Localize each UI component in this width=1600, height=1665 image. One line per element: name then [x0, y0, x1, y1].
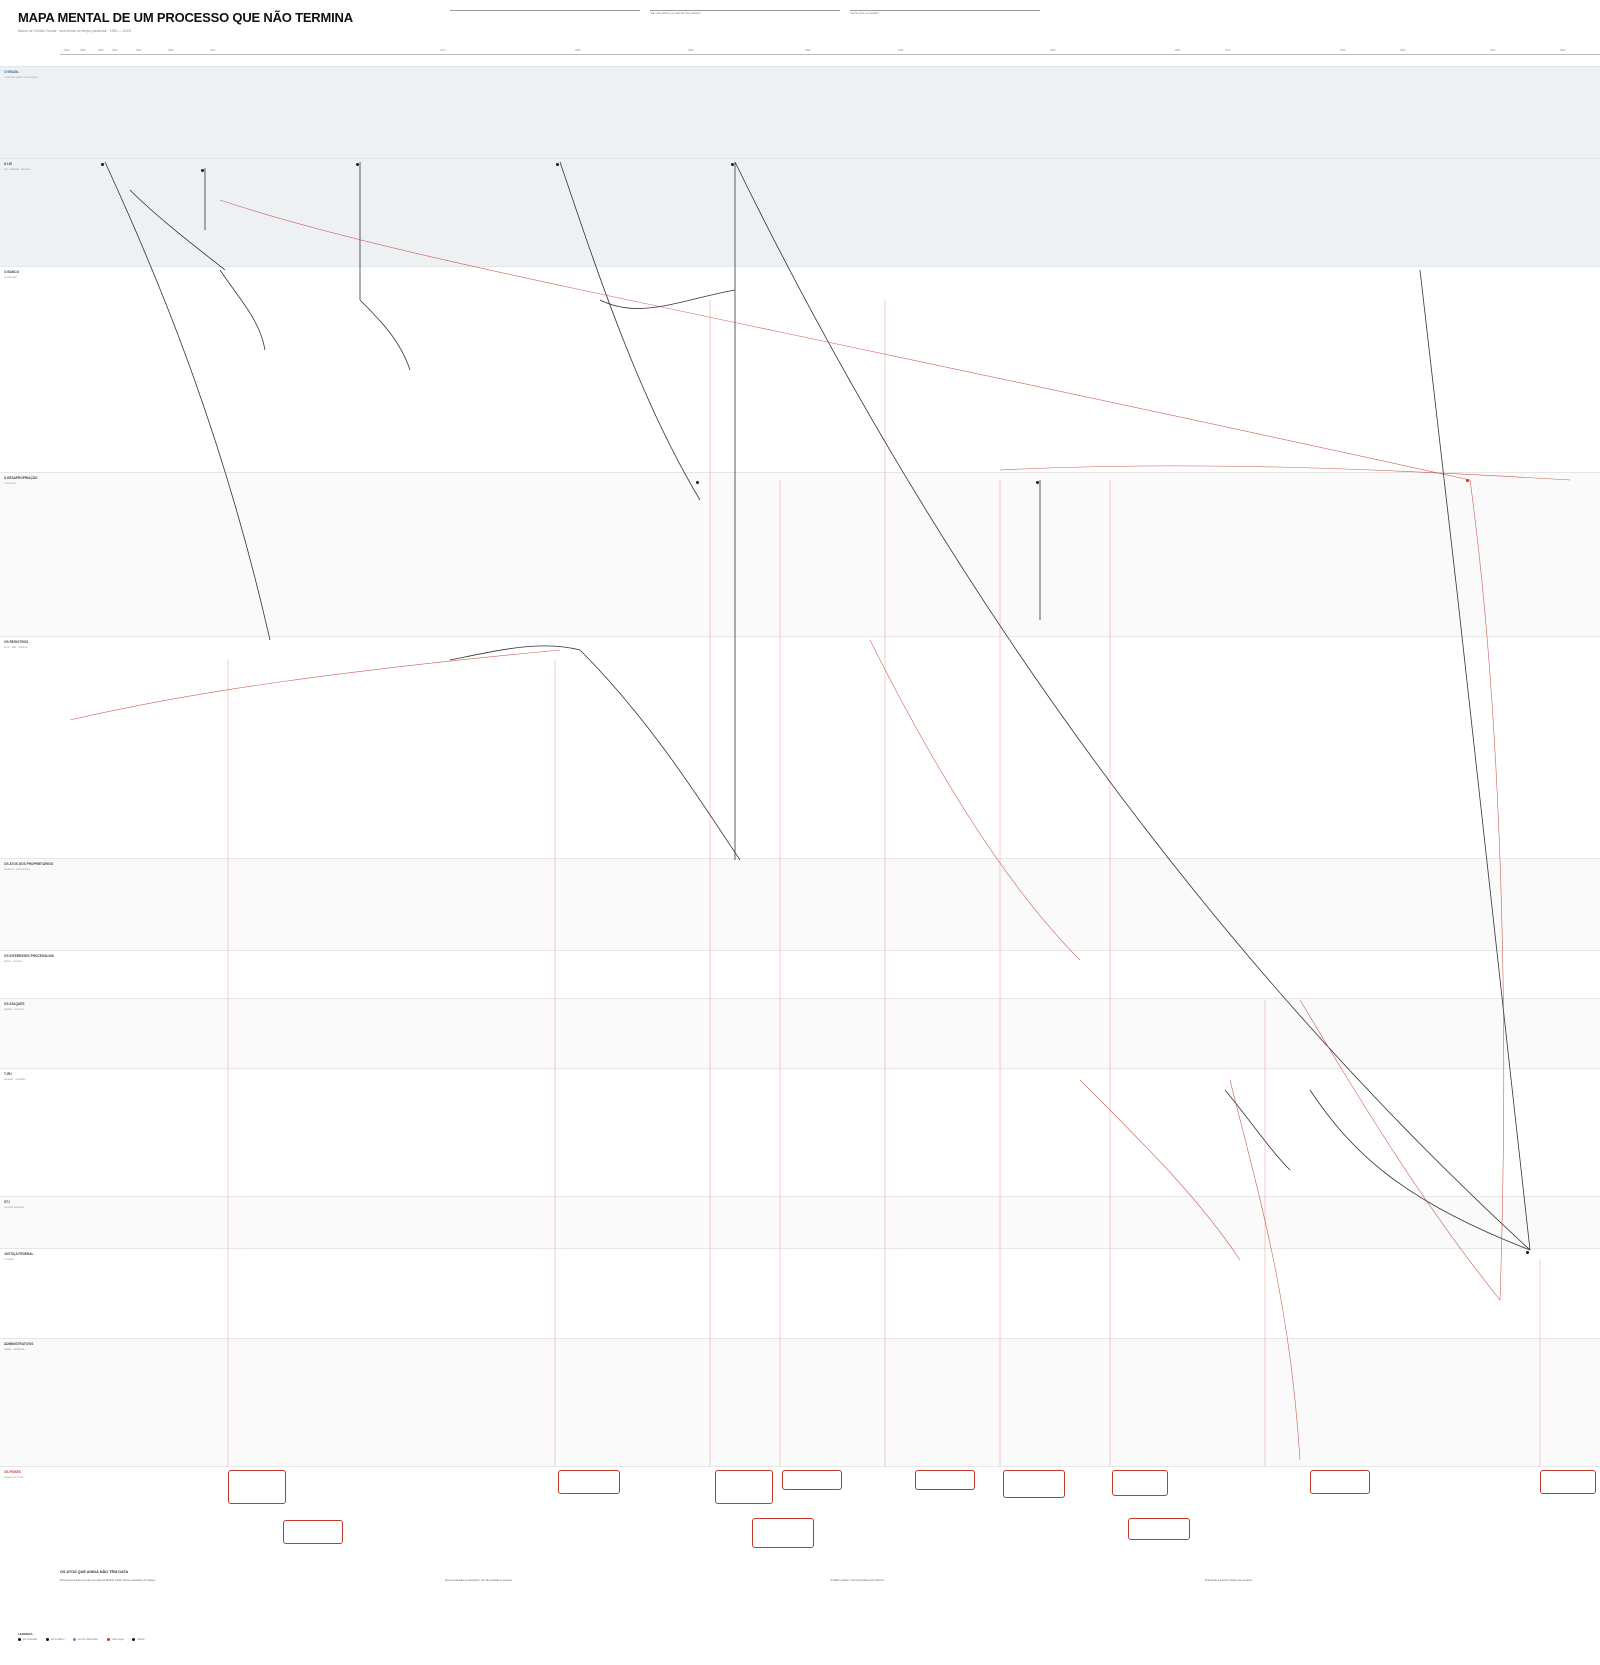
feixe-box	[1540, 1470, 1596, 1494]
band-label: OS INTERESSES PROCESSUAIS partes · tercei…	[4, 954, 54, 963]
tick-label: 1968	[168, 49, 174, 52]
band-label: STJ recursos especiais	[4, 1200, 24, 1209]
page-title: MAPA MENTAL DE UM PROCESSO QUE NÃO TERMI…	[18, 10, 353, 25]
band-lei: A LEI leis · portarias · decretos	[0, 158, 1600, 266]
feixe-box	[1310, 1470, 1370, 1494]
undated-acts-section: OS ATOS QUE AINDA NÃO TÊM DATA Documento…	[60, 1570, 1600, 1640]
tick-label: 1994	[898, 49, 904, 52]
legend-item: citação	[132, 1638, 145, 1641]
band-label: OS ATAQUES pedidos · recursos	[4, 1002, 25, 1011]
tick-label: 1958	[80, 49, 86, 52]
feixe-box	[558, 1470, 620, 1494]
band-label: O BRASIL o contexto político e econômico	[4, 70, 38, 79]
band-label: O BANCO a instituição	[4, 270, 20, 279]
legend-item: ato do Banco	[45, 1638, 64, 1641]
tick-label: 1985	[688, 49, 694, 52]
feixe-box	[752, 1518, 814, 1548]
band-ataques: OS ATAQUES pedidos · recursos	[0, 998, 1600, 1068]
feixe-box	[1128, 1518, 1190, 1540]
tick-label: 1950	[64, 49, 70, 52]
tick-label: 2010	[1225, 49, 1231, 52]
tick-label: 1973	[210, 49, 216, 52]
band-tjrj: TJRJ decisões · acórdãos	[0, 1068, 1600, 1196]
band-stj: STJ recursos especiais	[0, 1196, 1600, 1248]
tick-label: 1999	[1050, 49, 1056, 52]
timeline-axis: 1950 1958 1960 1962 1964 1968 1973 1976 …	[60, 49, 1600, 56]
tick-label: 1990	[805, 49, 811, 52]
band-label: JUSTIÇA FEDERAL 2ª região	[4, 1252, 34, 1261]
footer-column: Documentos citados nos autos sem data id…	[60, 1580, 156, 1582]
legend-item: marco legal	[106, 1638, 124, 1641]
band-label: OS REGISTROS livros · atas · cartórios	[4, 640, 29, 649]
band-justica-federal: JUSTIÇA FEDERAL 2ª região	[0, 1248, 1600, 1338]
footer-column: Certidões pedidas e não respondidas pelo…	[830, 1580, 885, 1582]
tick-label: 1960	[98, 49, 104, 52]
legend-item: ato dos particulares	[73, 1638, 98, 1641]
feixe-box	[915, 1470, 975, 1490]
tick-label: 2018	[1400, 49, 1406, 52]
tick-label: 2003	[1175, 49, 1181, 52]
feixe-box	[1112, 1470, 1168, 1496]
footer-column: Referências a acordos verbais entre as p…	[1205, 1580, 1253, 1582]
band-proprietarios: OS ATOS DOS PROPRIETÁRIOS herdeiros · pro…	[0, 858, 1600, 950]
page-subtitle: Banco de Crédito Gerais · seis linhas do…	[18, 29, 131, 33]
legend-item: ato do Estado	[18, 1638, 37, 1641]
feixe-box	[283, 1520, 343, 1544]
band-label: OS FEIXES sínteses por tema	[4, 1470, 24, 1479]
legend-items: ato do Estado ato do Banco ato dos parti…	[18, 1638, 1598, 1641]
header-note: "Há muito atribui, por mais de cinco séc…	[650, 10, 840, 16]
band-banco: O BANCO a instituição	[0, 266, 1600, 472]
legend-title: LEGENDA	[18, 1632, 33, 1636]
tick-label: 1976	[440, 49, 446, 52]
band-interesses: OS INTERESSES PROCESSUAIS partes · tercei…	[0, 950, 1600, 998]
band-label: ADMINISTRATIVOS órgãos · autarquias	[4, 1342, 34, 1351]
feixe-box	[228, 1470, 286, 1504]
feixe-box	[1003, 1470, 1065, 1498]
tick-label: 1980	[575, 49, 581, 52]
band-brasil: O BRASIL o contexto político e econômico	[0, 66, 1600, 158]
tick-label: 2014	[1340, 49, 1346, 52]
tick-label: 1964	[136, 49, 142, 52]
header-notes: "Há muito atribui, por mais de cinco séc…	[450, 10, 1600, 30]
footer-column: Atas mencionadas em despachos, mas não j…	[445, 1580, 513, 1582]
tick-label: 2026	[1560, 49, 1566, 52]
band-label: A DESAPROPRIAÇÃO o processo	[4, 476, 38, 485]
legend: LEGENDA ato do Estado ato do Banco ato d…	[18, 1632, 1598, 1662]
feixe-box	[782, 1470, 842, 1490]
header-note: "Tenha vinte e a metade"	[850, 10, 1040, 16]
section-title: OS ATOS QUE AINDA NÃO TÊM DATA	[60, 1570, 129, 1574]
tick-label: 1962	[112, 49, 118, 52]
band-label: OS ATOS DOS PROPRIETÁRIOS herdeiros · pro…	[4, 862, 53, 871]
band-label: TJRJ decisões · acórdãos	[4, 1072, 26, 1081]
band-registros: OS REGISTROS livros · atas · cartórios	[0, 636, 1600, 858]
feixe-box	[715, 1470, 773, 1504]
band-label: A LEI leis · portarias · decretos	[4, 162, 31, 171]
tick-label: 2022	[1490, 49, 1496, 52]
band-administrativos: ADMINISTRATIVOS órgãos · autarquias	[0, 1338, 1600, 1466]
band-desapropriacao: A DESAPROPRIAÇÃO o processo	[0, 472, 1600, 636]
header-note	[450, 10, 640, 12]
